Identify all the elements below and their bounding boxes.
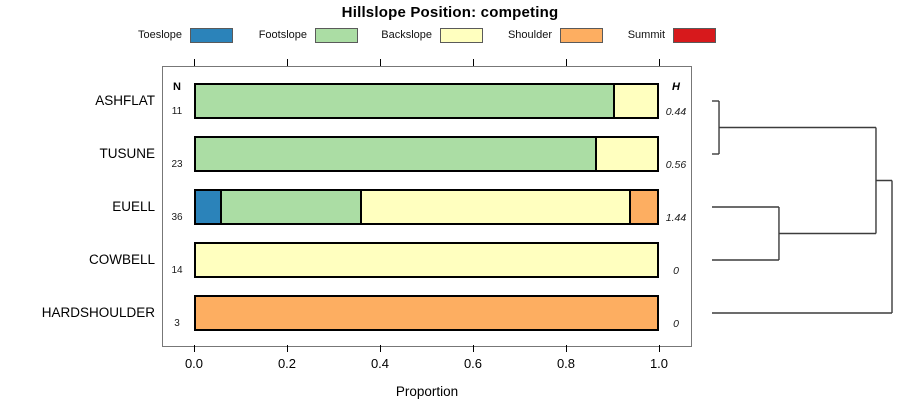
row-label-euell: EUELL [112,199,155,214]
h-value: 0 [673,318,679,330]
x-axis-tick-label: 0.2 [277,356,297,371]
bar-row-euell [194,189,659,225]
x-axis-tick-top [287,59,288,66]
x-axis-tick-label: 0.6 [463,356,483,371]
legend-label-backslope: Backslope [381,29,432,41]
row-label-hardshoulder: HARDSHOULDER [41,305,155,320]
h-value: 1.44 [665,212,687,224]
bar-segment-footslope [196,85,616,117]
h-value: 0.56 [665,159,687,171]
row-label-cowbell: COWBELL [88,252,155,267]
x-axis-tick-label: 0.8 [556,356,576,371]
x-axis-tick-top [194,59,195,66]
legend-swatch-backslope [440,28,483,43]
x-axis-tick-label: 1.0 [649,356,669,371]
n-value: 14 [171,265,183,276]
n-value: 36 [171,212,183,223]
x-axis-tick [566,345,567,352]
n-column-header: N [173,81,181,93]
legend-swatch-shoulder [560,28,603,43]
legend-swatch-toeslope [190,28,233,43]
x-axis-tick [659,345,660,352]
x-axis-tick-top [380,59,381,66]
h-value: 0 [673,265,679,277]
n-value: 23 [171,159,183,170]
x-axis-tick [380,345,381,352]
x-axis-tick-top [473,59,474,66]
x-axis-tick-top [659,59,660,66]
chart-title: Hillslope Position: competing [341,4,559,21]
h-value: 0.44 [665,106,687,118]
legend-swatch-footslope [315,28,358,43]
x-axis-tick-label: 0.4 [370,356,390,371]
x-axis-tick [194,345,195,352]
bar-row-tusune [194,136,659,172]
legend-swatch-summit [673,28,716,43]
bar-segment-backslope [615,85,657,117]
bar-segment-toeslope [196,191,222,223]
bar-segment-backslope [597,138,657,170]
row-label-ashflat: ASHFLAT [95,93,155,108]
bar-segment-shoulder [196,297,657,329]
row-label-tusune: TUSUNE [99,146,155,161]
bar-segment-footslope [221,191,363,223]
bar-row-cowbell [194,242,659,278]
x-axis-label: Proportion [395,384,459,399]
x-axis-tick [473,345,474,352]
x-axis-tick-top [566,59,567,66]
legend-label-toeslope: Toeslope [137,29,182,41]
legend-label-summit: Summit [627,29,665,41]
bar-row-hardshoulder [194,295,659,331]
bar-segment-backslope [196,244,657,276]
bar-segment-backslope [362,191,632,223]
x-axis-tick [287,345,288,352]
bar-segment-footslope [196,138,598,170]
bar-segment-shoulder [631,191,657,223]
bar-row-ashflat [194,83,659,119]
n-value: 3 [174,318,180,329]
legend-label-shoulder: Shoulder [507,29,552,41]
legend-label-footslope: Footslope [258,29,307,41]
h-column-header: H [672,81,680,93]
x-axis-tick-label: 0.0 [184,356,204,371]
n-value: 11 [171,106,183,117]
